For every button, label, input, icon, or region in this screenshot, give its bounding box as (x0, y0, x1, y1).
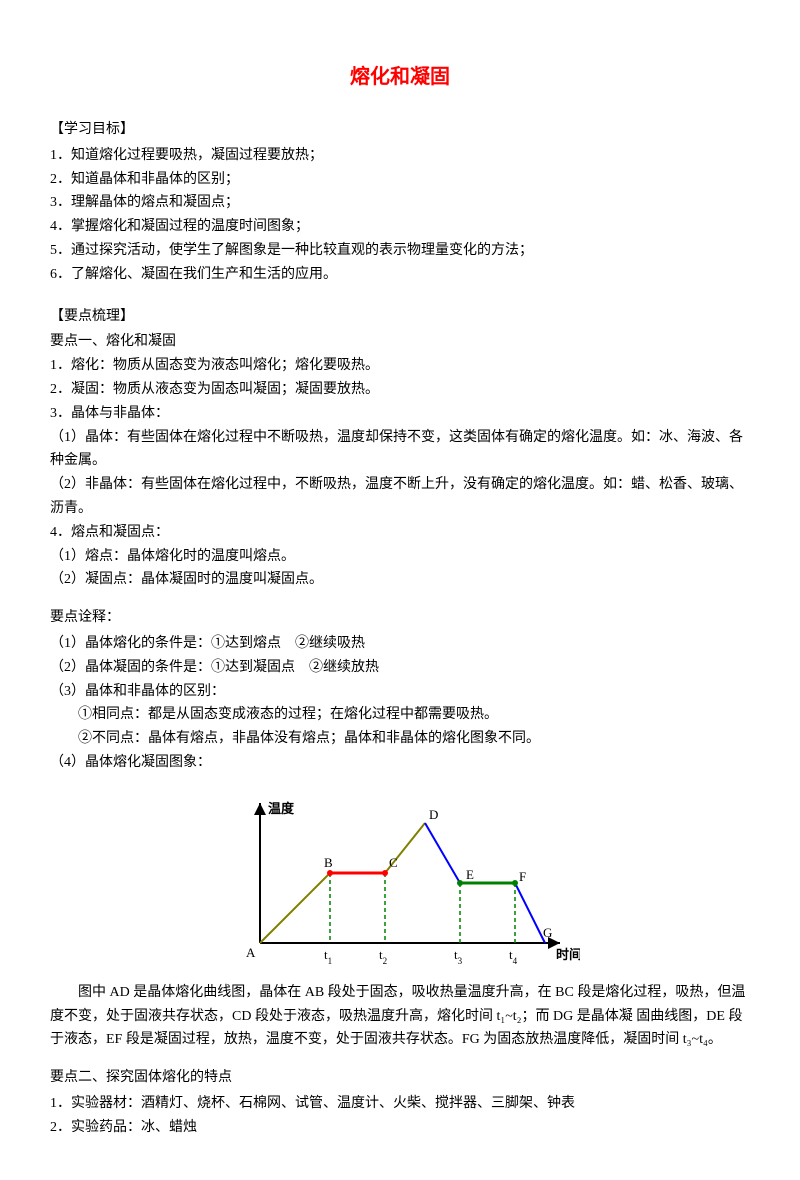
text-line: （2）晶体凝固的条件是：①达到凝固点 ②继续放热 (50, 656, 750, 680)
learning-obj-head: 【学习目标】 (50, 118, 750, 142)
chart-description: 图中 AD 是晶体熔化曲线图，晶体在 AB 段处于固态，吸收热量温度升高，在 B… (50, 981, 750, 1052)
svg-text:C: C (389, 855, 398, 870)
svg-text:F: F (519, 869, 526, 884)
text-line: 5．通过探究活动，使学生了解图象是一种比较直观的表示物理量变化的方法； (50, 239, 750, 263)
text-line: 4．掌握熔化和凝固过程的温度时间图象； (50, 215, 750, 239)
text-line: 2．凝固：物质从液态变为固态叫凝固；凝固要放热。 (50, 378, 750, 402)
svg-text:D: D (429, 807, 438, 822)
text-line: 1．知道熔化过程要吸热，凝固过程要放热； (50, 144, 750, 168)
text-line: ①相同点：都是从固态变成液态的过程；在熔化过程中都需要吸热。 (50, 703, 750, 727)
text-line: 2．知道晶体和非晶体的区别； (50, 168, 750, 192)
text-line: 1．熔化：物质从固态变为液态叫熔化；熔化要吸热。 (50, 354, 750, 378)
text-line: 2．实验药品：冰、蜡烛 (50, 1116, 750, 1140)
svg-text:t2: t2 (379, 947, 387, 966)
explain-4: （4）晶体熔化凝固图象： (50, 751, 750, 775)
svg-text:E: E (466, 867, 474, 882)
text-line: （1）熔点：晶体熔化时的温度叫熔点。 (50, 545, 750, 569)
temperature-time-chart: 温度时间 A B C D E F Gt1 t2 t3 t4 (220, 783, 580, 973)
explain-sublist: ①相同点：都是从固态变成液态的过程；在熔化过程中都需要吸热。②不同点：晶体有熔点… (50, 703, 750, 751)
explain-list: （1）晶体熔化的条件是：①达到熔点 ②继续吸热（2）晶体凝固的条件是：①达到凝固… (50, 632, 750, 703)
page-title: 熔化和凝固 (50, 60, 750, 94)
point1-list: 1．熔化：物质从固态变为液态叫熔化；熔化要吸热。2．凝固：物质从液态变为固态叫凝… (50, 354, 750, 592)
melting-chart: 温度时间 A B C D E F Gt1 t2 t3 t4 (50, 783, 750, 973)
learning-obj-list: 1．知道熔化过程要吸热，凝固过程要放热；2．知道晶体和非晶体的区别；3．理解晶体… (50, 144, 750, 287)
text-line: ②不同点：晶体有熔点，非晶体没有熔点；晶体和非晶体的熔化图象不同。 (50, 727, 750, 751)
svg-text:G: G (543, 925, 552, 940)
svg-text:B: B (324, 855, 333, 870)
point1-head: 要点一、熔化和凝固 (50, 330, 750, 354)
text-line: （2）非晶体：有些固体在熔化过程中，不断吸热，温度不断上升，没有确定的熔化温度。… (50, 473, 750, 521)
text-line: （2）凝固点：晶体凝固时的温度叫凝固点。 (50, 568, 750, 592)
text-line: 4．熔点和凝固点： (50, 521, 750, 545)
svg-text:t3: t3 (454, 947, 463, 966)
svg-text:时间: 时间 (556, 947, 580, 962)
text-line: （1）晶体熔化的条件是：①达到熔点 ②继续吸热 (50, 632, 750, 656)
svg-text:温度: 温度 (268, 801, 295, 816)
text-line: 3．晶体与非晶体： (50, 402, 750, 426)
svg-text:A: A (246, 945, 256, 960)
explain-head: 要点诠释： (50, 606, 750, 630)
text-line: 6．了解熔化、凝固在我们生产和生活的应用。 (50, 263, 750, 287)
point2-list: 1．实验器材：酒精灯、烧杯、石棉网、试管、温度计、火柴、搅拌器、三脚架、钟表2．… (50, 1092, 750, 1140)
point2-head: 要点二、探究固体熔化的特点 (50, 1066, 750, 1090)
svg-text:t1: t1 (324, 947, 332, 966)
svg-text:t4: t4 (509, 947, 518, 966)
text-line: （1）晶体：有些固体在熔化过程中不断吸热，温度却保持不变，这类固体有确定的熔化温… (50, 426, 750, 474)
text-line: 3．理解晶体的熔点和凝固点； (50, 191, 750, 215)
key-points-head: 【要点梳理】 (50, 305, 750, 329)
text-line: 1．实验器材：酒精灯、烧杯、石棉网、试管、温度计、火柴、搅拌器、三脚架、钟表 (50, 1092, 750, 1116)
text-line: （3）晶体和非晶体的区别： (50, 680, 750, 704)
